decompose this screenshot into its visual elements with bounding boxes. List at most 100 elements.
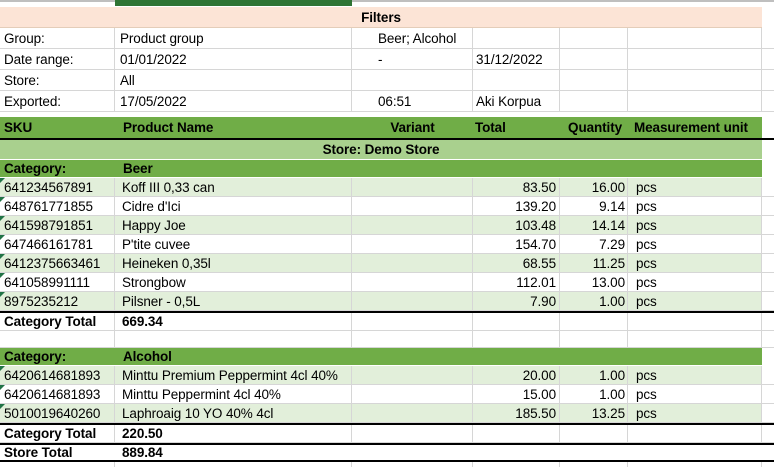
- cell-unit[interactable]: pcs: [628, 254, 762, 272]
- filter-cell-empty[interactable]: [628, 70, 762, 90]
- cell-quantity[interactable]: 1.00: [560, 366, 628, 384]
- category-total-label[interactable]: Category Total: [0, 313, 115, 330]
- total-cell-empty[interactable]: [628, 425, 762, 442]
- cell-quantity[interactable]: 13.25: [560, 404, 628, 422]
- cell-product-name[interactable]: Happy Joe: [115, 216, 352, 234]
- store-total-value[interactable]: 889.84: [122, 445, 163, 460]
- cell-sku[interactable]: 6420614681893: [0, 366, 115, 384]
- category-cell-empty[interactable]: [560, 348, 628, 366]
- total-cell-empty[interactable]: [560, 445, 628, 460]
- store-total-label[interactable]: Store Total: [4, 445, 73, 460]
- filter-cell-empty[interactable]: [560, 28, 628, 48]
- filter-cell-empty[interactable]: [628, 49, 762, 69]
- filter-value-date-end[interactable]: 31/12/2022: [473, 49, 560, 69]
- cell-sku[interactable]: 8975235212: [0, 292, 115, 310]
- cell-sku[interactable]: 5010019640260: [0, 404, 115, 422]
- category-cell-empty[interactable]: [352, 348, 473, 366]
- cell-quantity[interactable]: 9.14: [560, 197, 628, 215]
- total-cell-empty[interactable]: [628, 445, 762, 460]
- filter-cell-empty[interactable]: [560, 91, 628, 111]
- cell-unit[interactable]: pcs: [628, 385, 762, 403]
- total-cell-empty[interactable]: [628, 313, 762, 330]
- column-header-variant[interactable]: Variant: [352, 117, 473, 138]
- category-total-value[interactable]: 220.50: [115, 425, 352, 442]
- filter-value-export-date[interactable]: 17/05/2022: [115, 91, 352, 111]
- cell-sku[interactable]: 647466161781: [0, 235, 115, 253]
- cell-total[interactable]: 7.90: [473, 292, 560, 310]
- cell-total[interactable]: 68.55: [473, 254, 560, 272]
- category-cell-empty[interactable]: [628, 348, 762, 366]
- cell-variant[interactable]: [352, 273, 473, 291]
- cell-variant[interactable]: [352, 216, 473, 234]
- filter-cell-empty[interactable]: [628, 28, 762, 48]
- cell-product-name[interactable]: Pilsner - 0,5L: [115, 292, 352, 310]
- column-header-quantity[interactable]: Quantity: [560, 117, 628, 138]
- empty-cell[interactable]: [352, 331, 473, 347]
- cell-product-name[interactable]: Koff III 0,33 can: [115, 178, 352, 196]
- empty-cell[interactable]: [560, 331, 628, 347]
- filter-label-exported[interactable]: Exported:: [0, 91, 115, 111]
- cell-unit[interactable]: pcs: [628, 366, 762, 384]
- cell-unit[interactable]: pcs: [628, 197, 762, 215]
- filter-cell-empty[interactable]: [560, 49, 628, 69]
- empty-cell[interactable]: [628, 331, 762, 347]
- filter-cell-empty[interactable]: [628, 91, 762, 111]
- cell-sku[interactable]: 648761771855: [0, 197, 115, 215]
- filter-value-export-user[interactable]: Aki Korpua: [473, 91, 560, 111]
- cell-quantity[interactable]: 1.00: [560, 385, 628, 403]
- cell-quantity[interactable]: 13.00: [560, 273, 628, 291]
- total-cell-empty[interactable]: [352, 425, 473, 442]
- cell-total[interactable]: 103.48: [473, 216, 560, 234]
- category-cell-empty[interactable]: [560, 160, 628, 178]
- empty-cell[interactable]: [115, 462, 352, 467]
- cell-quantity[interactable]: 14.14: [560, 216, 628, 234]
- filter-value-store[interactable]: All: [115, 70, 352, 90]
- cell-sku[interactable]: 6412375663461: [0, 254, 115, 272]
- cell-quantity[interactable]: 1.00: [560, 292, 628, 310]
- column-header-measurement-unit[interactable]: Measurement unit: [628, 117, 762, 138]
- filter-label-group[interactable]: Group:: [0, 28, 115, 48]
- cell-total[interactable]: 139.20: [473, 197, 560, 215]
- category-cell-empty[interactable]: [473, 160, 560, 178]
- cell-variant[interactable]: [352, 292, 473, 310]
- category-name[interactable]: Beer: [115, 160, 352, 178]
- empty-cell[interactable]: [628, 462, 762, 467]
- empty-cell[interactable]: [473, 462, 560, 467]
- total-cell-empty[interactable]: [352, 313, 473, 330]
- total-cell-empty[interactable]: [473, 313, 560, 330]
- cell-product-name[interactable]: Strongbow: [115, 273, 352, 291]
- filter-value-group[interactable]: Product group: [115, 28, 352, 48]
- empty-cell[interactable]: [115, 331, 352, 347]
- cell-variant[interactable]: [352, 254, 473, 272]
- cell-variant[interactable]: [352, 197, 473, 215]
- cell-total[interactable]: 15.00: [473, 385, 560, 403]
- empty-cell[interactable]: [0, 462, 115, 467]
- cell-quantity[interactable]: 7.29: [560, 235, 628, 253]
- empty-cell[interactable]: [0, 331, 115, 347]
- cell-product-name[interactable]: Minttu Peppermint 4cl 40%: [115, 385, 352, 403]
- cell-total[interactable]: 185.50: [473, 404, 560, 422]
- category-total-value[interactable]: 669.34: [115, 313, 352, 330]
- cell-product-name[interactable]: Cidre d'Ici: [115, 197, 352, 215]
- filter-value-group-categories[interactable]: Beer; Alcohol: [352, 28, 473, 48]
- cell-unit[interactable]: pcs: [628, 404, 762, 422]
- category-label[interactable]: Category:: [0, 160, 115, 178]
- filter-cell-empty[interactable]: [352, 70, 473, 90]
- cell-total[interactable]: 20.00: [473, 366, 560, 384]
- column-header-product-name[interactable]: Product Name: [115, 117, 352, 138]
- cell-product-name[interactable]: P'tite cuvee: [115, 235, 352, 253]
- cell-sku[interactable]: 6420614681893: [0, 385, 115, 403]
- category-cell-empty[interactable]: [473, 348, 560, 366]
- cell-sku[interactable]: 641058991111: [0, 273, 115, 291]
- filter-value-date-separator[interactable]: -: [352, 49, 473, 69]
- filter-cell-empty[interactable]: [560, 70, 628, 90]
- category-cell-empty[interactable]: [352, 160, 473, 178]
- store-banner-cell[interactable]: Store: Demo Store: [0, 140, 762, 160]
- cell-unit[interactable]: pcs: [628, 178, 762, 196]
- cell-variant[interactable]: [352, 385, 473, 403]
- filter-cell-empty[interactable]: [473, 70, 560, 90]
- empty-cell[interactable]: [560, 462, 628, 467]
- category-label[interactable]: Category:: [0, 348, 115, 366]
- total-cell-empty[interactable]: [473, 425, 560, 442]
- cell-quantity[interactable]: 16.00: [560, 178, 628, 196]
